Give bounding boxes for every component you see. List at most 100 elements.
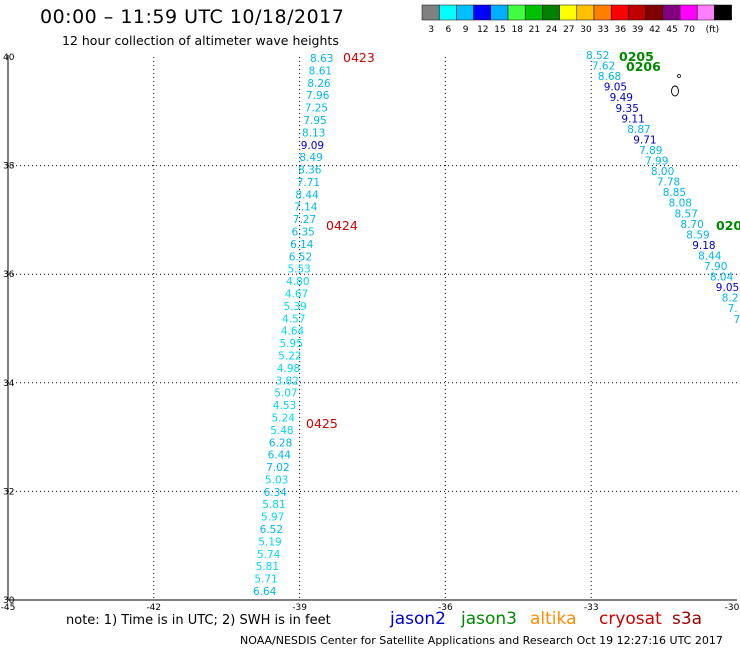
swh-value: 8.26 (307, 78, 331, 90)
swh-value: 5.81 (256, 561, 279, 573)
swh-value: 7.25 (305, 103, 328, 115)
swh-value: 5.07 (274, 388, 297, 400)
x-tick-label: -45 (1, 603, 16, 610)
swh-value: 9.05 (604, 82, 627, 94)
swh-value: 8.13 (302, 127, 325, 139)
scale-label: 70 (683, 25, 695, 35)
swh-value: 9.71 (633, 134, 656, 146)
scale-label: 36 (615, 25, 627, 35)
swh-value: 8.57 (675, 208, 698, 220)
swh-value: 7. (728, 303, 738, 315)
swh-value: 8.59 (686, 229, 709, 241)
swh-value: 4.57 (282, 313, 305, 325)
swh-value: 3.82 (276, 375, 299, 387)
swh-value: 5.48 (270, 425, 293, 437)
swh-value: 4.80 (286, 276, 309, 288)
swh-value: 5.22 (278, 350, 301, 362)
scale-label: 30 (580, 25, 592, 35)
swh-value: 5.74 (257, 549, 281, 561)
swh-value: 8.52 (586, 50, 609, 62)
altimeter-map: -45 -42 -39 -36 -33 -304038363432308.638.618.… (1, 49, 740, 610)
swh-value: 7 (734, 314, 740, 326)
swh-value: 7.90 (704, 261, 727, 273)
swh-value: 5.97 (261, 512, 284, 524)
swh-value: 6.44 (268, 450, 292, 462)
swh-value: 8.70 (680, 219, 703, 231)
swh-value: 5.71 (254, 574, 277, 586)
scale-label: 39 (632, 25, 644, 35)
swh-value: 4.53 (273, 400, 296, 412)
scale-label: 45 (666, 25, 677, 35)
pass-time-label: 0423 (343, 50, 375, 65)
map-title: 00:00 – 11:59 UTC 10/18/2017 (40, 6, 345, 28)
legend-s3a: s3a (672, 609, 703, 629)
swh-value: 8.87 (627, 124, 650, 136)
scale-label: 33 (597, 25, 608, 35)
swh-value: 5.19 (258, 536, 281, 548)
swh-value: 4.98 (277, 363, 300, 375)
scale-label: 6 (446, 25, 452, 35)
swh-value: 8.63 (310, 53, 333, 65)
footnote: note: 1) Time is in UTC; 2) SWH is in fe… (66, 613, 331, 628)
scale-label: 24 (546, 25, 558, 35)
swh-value: 7.71 (297, 177, 320, 189)
legend-cryosat: cryosat (599, 609, 662, 629)
swh-value: 7.99 (645, 156, 668, 168)
swh-value: 4.64 (281, 326, 305, 338)
swh-value: 8.49 (299, 152, 322, 164)
pass-time-label: 0424 (326, 218, 358, 233)
swh-value: 8.36 (298, 165, 322, 177)
legend-jason2: jason2 (390, 609, 446, 629)
x-tick-label: -30 (725, 603, 740, 610)
swh-value: 5.95 (280, 338, 303, 350)
swh-value: 9.11 (621, 113, 644, 125)
swh-value: 7.95 (303, 115, 326, 127)
scale-swatch (714, 4, 732, 21)
x-tick-label: -39 (292, 603, 307, 610)
swh-value: 9.49 (610, 92, 633, 104)
pass-time-label: 0206 (626, 59, 661, 74)
x-tick-label: -33 (584, 603, 599, 610)
swh-value: 6.52 (289, 251, 312, 263)
y-tick-label: 38 (3, 162, 15, 172)
island-outline (677, 74, 681, 78)
swh-value: 6.52 (260, 524, 283, 536)
swh-value: 7.89 (639, 145, 662, 157)
swh-value: 9.18 (692, 240, 715, 252)
y-tick-label: 40 (3, 53, 15, 63)
swh-value: 7.96 (306, 90, 330, 102)
swh-value: 7.02 (266, 462, 289, 474)
scale-label: 3 (428, 25, 434, 35)
credit-line: NOAA/NESDIS Center for Satellite Applica… (240, 634, 723, 647)
legend-jason3: jason3 (461, 609, 517, 629)
y-tick-label: 36 (3, 270, 15, 280)
swh-value: 8.85 (663, 187, 686, 199)
swh-value: 8.68 (598, 71, 621, 83)
pass-time-label: 0425 (306, 416, 338, 431)
scale-label: 15 (494, 25, 505, 35)
swh-value: 8.08 (669, 198, 692, 210)
scale-label: 42 (649, 25, 660, 35)
swh-value: 9.35 (616, 103, 639, 115)
scale-label: 21 (529, 25, 540, 35)
swh-value: 6.64 (253, 586, 277, 598)
y-tick-label: 32 (3, 487, 14, 497)
swh-value: 8.04 (710, 272, 734, 284)
swh-value: 9.05 (716, 282, 739, 294)
swh-value: 7.14 (294, 202, 318, 214)
swh-value: 8.2 (722, 293, 739, 305)
island-outline (671, 85, 679, 97)
scale-label: (ft) (706, 25, 720, 35)
scale-label: 12 (477, 25, 488, 35)
x-tick-label: -42 (146, 603, 161, 610)
swh-value: 5.39 (283, 301, 306, 313)
swh-value: 5.24 (272, 412, 296, 424)
scale-label: 27 (563, 25, 574, 35)
x-tick-label: -36 (438, 603, 453, 610)
pass-time-label: 0205 (619, 49, 654, 64)
swh-value: 8.44 (295, 189, 319, 201)
scale-label: 18 (511, 25, 523, 35)
swh-value: 9.09 (301, 140, 324, 152)
wave-height-color-scale: 3 6 9 12 15 18 21 24 27 30 33 36 39 42 45 70 (ft) (421, 4, 732, 35)
swh-value: 8.61 (309, 65, 332, 77)
